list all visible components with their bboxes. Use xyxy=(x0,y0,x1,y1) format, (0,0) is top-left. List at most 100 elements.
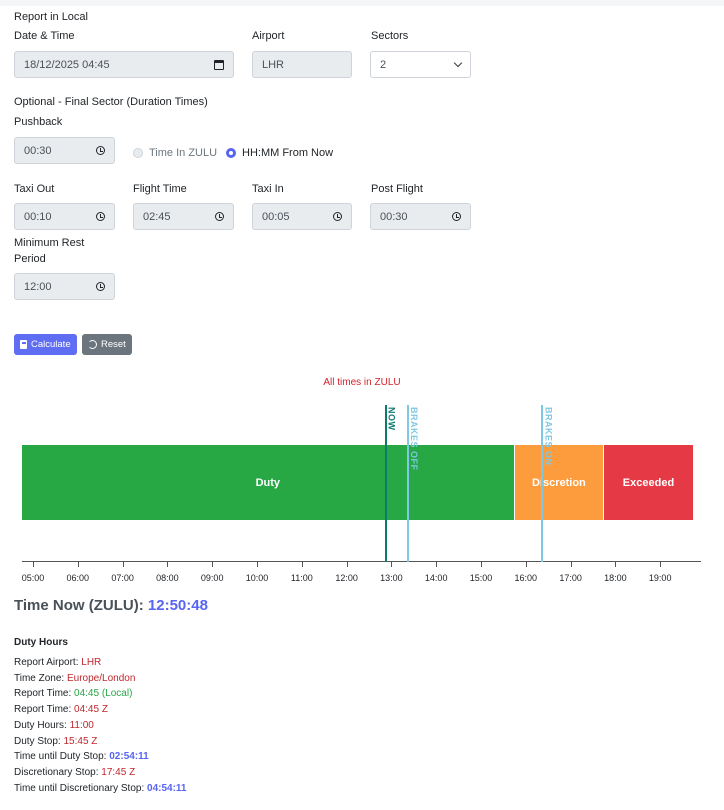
info-value: 04:45 (Local) xyxy=(74,688,133,699)
reset-icon xyxy=(88,340,97,349)
info-report-time-zulu: Report Time: 04:45 Z xyxy=(14,704,108,715)
radio-hhmm-from-now[interactable]: HH:MM From Now xyxy=(226,147,333,159)
axis-tick xyxy=(436,561,438,567)
taxi-out-value: 00:10 xyxy=(24,210,52,223)
info-time-until-discretionary-stop: Time until Discretionary Stop: 04:54:11 xyxy=(14,783,187,794)
axis-tick xyxy=(346,561,348,567)
axis-tick-label: 09:00 xyxy=(200,573,224,583)
info-value: 02:54:11 xyxy=(109,751,149,762)
pushback-input[interactable]: 00:30 xyxy=(14,137,115,164)
info-label: Time until Duty Stop: xyxy=(14,751,107,762)
info-value: 17:45 Z xyxy=(101,767,136,778)
axis-tick-label: 13:00 xyxy=(380,573,403,583)
taxi-in-input[interactable]: 00:05 xyxy=(252,203,352,230)
sectors-label: Sectors xyxy=(371,30,409,42)
info-label: Time Zone: xyxy=(14,673,65,684)
axis-tick-label: 07:00 xyxy=(111,573,134,583)
info-label: Report Airport: xyxy=(14,657,79,668)
axis-tick-label: 11:00 xyxy=(290,573,313,583)
axis-tick-label: 15:00 xyxy=(469,573,493,583)
date-time-input[interactable]: 18/12/2025 04:45 xyxy=(14,51,234,78)
sectors-value: 2 xyxy=(380,58,387,71)
info-report-airport: Report Airport: LHR xyxy=(14,657,101,668)
timeline-segment-exceeded: Exceeded xyxy=(604,445,694,520)
info-label: Report Time: xyxy=(14,688,72,699)
marker-label-brakes-off: BRAKES OFF xyxy=(408,407,419,471)
date-time-value: 18/12/2025 04:45 xyxy=(24,58,110,71)
marker-line-brakes-off xyxy=(406,405,409,562)
airport-input[interactable]: LHR xyxy=(252,51,352,78)
section-title: Report in Local xyxy=(14,11,88,23)
airport-label: Airport xyxy=(252,30,285,42)
time-now-value: 12:50:48 xyxy=(147,597,208,614)
info-label: Duty Hours: xyxy=(14,720,67,731)
airport-value: LHR xyxy=(262,58,285,71)
min-rest-value: 12:00 xyxy=(24,280,52,293)
flight-time-label: Flight Time xyxy=(133,183,187,195)
axis-tick-label: 18:00 xyxy=(604,573,627,583)
info-time-until-duty-stop: Time until Duty Stop: 02:54:11 xyxy=(14,751,149,762)
axis-tick-label: 16:00 xyxy=(514,573,538,583)
axis-tick xyxy=(570,561,572,567)
calendar-icon[interactable] xyxy=(214,59,224,70)
flight-time-value: 02:45 xyxy=(143,210,171,223)
pushback-value: 00:30 xyxy=(24,144,52,157)
timeline-axis xyxy=(22,561,701,562)
info-value: 04:54:11 xyxy=(147,783,187,794)
axis-tick xyxy=(660,561,662,567)
info-value: 15:45 Z xyxy=(63,736,98,747)
sectors-select[interactable]: 2 xyxy=(370,51,471,78)
date-time-label: Date & Time xyxy=(14,30,75,42)
segment-label: Exceeded xyxy=(622,476,675,489)
marker-label-brakes-on: BRAKES ON xyxy=(543,407,554,466)
min-rest-input[interactable]: 12:00 xyxy=(14,273,115,300)
duty-timeline: Duty Discretion Exceeded 05:00 06:00 07:00 08:… xyxy=(21,405,701,583)
reset-button[interactable]: Reset xyxy=(82,334,132,355)
radio-button-zulu[interactable] xyxy=(133,148,143,158)
clock-icon xyxy=(96,146,105,155)
info-duty-stop: Duty Stop: 15:45 Z xyxy=(14,736,97,747)
time-now-label: Time Now (ZULU): xyxy=(14,597,144,614)
time-now: Time Now (ZULU): 12:50:48 xyxy=(14,597,208,614)
taxi-in-label: Taxi In xyxy=(252,183,284,195)
radio-button-from-now[interactable] xyxy=(226,148,236,158)
radio-time-in-zulu-label: Time In ZULU xyxy=(149,147,218,159)
min-rest-label-line2: Period xyxy=(14,253,46,265)
axis-tick xyxy=(481,561,482,567)
axis-tick-label: 12:00 xyxy=(335,573,358,583)
calculate-button[interactable]: Calculate xyxy=(14,334,77,355)
info-time-zone: Time Zone: Europe/London xyxy=(14,673,135,684)
clock-icon xyxy=(96,282,105,291)
axis-tick xyxy=(615,561,617,567)
axis-tick-label: 10:00 xyxy=(245,573,269,583)
info-duty-hours: Duty Hours: 11:00 xyxy=(14,720,94,731)
pushback-label: Pushback xyxy=(14,116,63,128)
axis-tick xyxy=(525,561,527,567)
info-discretionary-stop: Discretionary Stop: 17:45 Z xyxy=(14,767,135,778)
radio-time-in-zulu[interactable]: Time In ZULU xyxy=(133,147,217,159)
clock-icon xyxy=(452,212,461,221)
axis-tick-label: 05:00 xyxy=(21,573,45,583)
timeline-note: All times in ZULU xyxy=(323,377,401,388)
info-value: Europe/London xyxy=(66,673,136,684)
taxi-out-input[interactable]: 00:10 xyxy=(14,203,115,230)
taxi-in-value: 00:05 xyxy=(262,210,290,223)
info-value: LHR xyxy=(81,657,102,668)
clock-icon xyxy=(96,212,105,221)
post-flight-input[interactable]: 00:30 xyxy=(370,203,471,230)
reset-button-label: Reset xyxy=(101,339,126,350)
calculator-icon xyxy=(20,340,27,349)
axis-tick-label: 06:00 xyxy=(66,573,90,583)
axis-tick xyxy=(301,561,303,567)
post-flight-label: Post Flight xyxy=(371,183,423,195)
axis-tick-label: 17:00 xyxy=(559,573,582,583)
axis-tick xyxy=(167,561,169,567)
axis-tick xyxy=(257,561,258,567)
clock-icon xyxy=(215,212,224,221)
calculate-button-label: Calculate xyxy=(31,339,71,350)
info-value: 11:00 xyxy=(69,720,94,731)
min-rest-label-line1: Minimum Rest xyxy=(14,237,85,249)
axis-tick-label: 08:00 xyxy=(156,573,179,583)
flight-time-input[interactable]: 02:45 xyxy=(133,203,234,230)
axis-tick xyxy=(33,561,34,567)
